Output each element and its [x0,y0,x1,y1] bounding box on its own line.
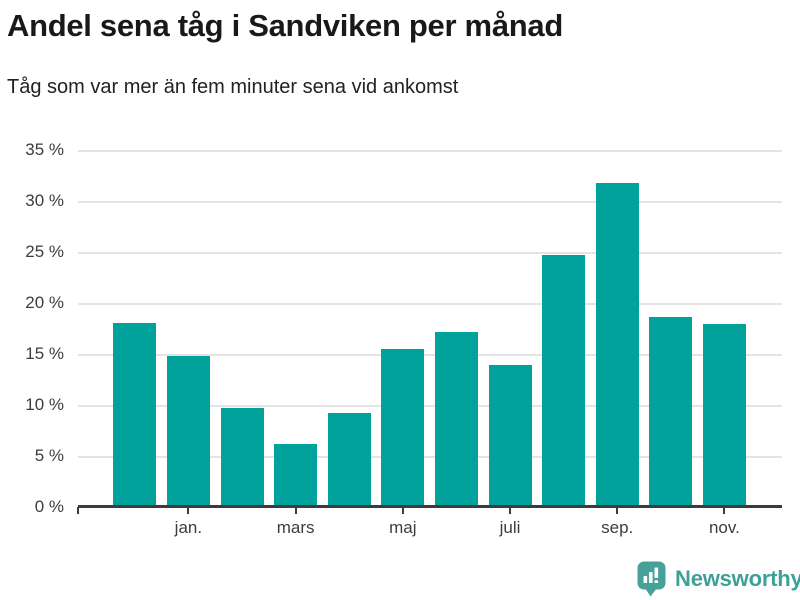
newsworthy-logo-icon [637,561,666,597]
x-tick-nov. [723,507,726,514]
plot-area: jan. mars maj juli sep. nov. [77,150,782,537]
bar-dec. [113,323,157,507]
y-axis-label-0: 0 % [34,497,64,516]
gridline-35 [78,150,782,152]
y-axis-label-15: 15 % [25,344,64,363]
bar-apr. [327,413,371,507]
x-axis-line [78,505,782,508]
bar-aug. [542,255,586,507]
bar-maj [381,348,425,507]
bar-okt. [649,317,693,507]
x-axis-label-mars: mars [276,518,315,537]
axis-origin-tick [77,507,79,514]
bar-juni [434,331,478,507]
x-tick-mars [294,507,297,514]
bar-juli [488,365,532,507]
newsworthy-logo-text: Newsworthy [675,565,800,591]
gridline-30 [78,201,782,203]
x-axis-label-juli: juli [499,518,521,537]
y-axis-label-20: 20 % [25,293,64,312]
x-axis-label-jan.: jan. [174,518,203,537]
y-axis-label-10: 10 % [25,395,64,414]
chart-subtitle: Tåg som var mer än fem minuter sena vid … [7,76,459,98]
y-axis-label-30: 30 % [25,191,64,210]
x-axis-label-sep.: sep. [601,518,634,537]
gridline-15 [78,354,782,356]
x-tick-juli [509,507,511,514]
y-axis-label-25: 25 % [25,242,64,261]
y-axis-label-5: 5 % [34,446,64,465]
newsworthy-logo[interactable]: Newsworthy [636,560,800,597]
gridline-5 [78,456,782,458]
gridline-10 [78,405,782,407]
chart-title: Andel sena tåg i Sandviken per månad [7,8,563,43]
bar-jan. [166,356,210,507]
bar-feb. [220,408,264,507]
x-axis-label-nov.: nov. [708,518,740,537]
bar-sep. [595,182,639,507]
gridline-25 [78,252,782,254]
y-axis-label-35: 35 % [25,140,64,159]
bar-mars [274,443,318,507]
gridline-20 [78,303,782,305]
bar-nov. [702,324,746,507]
x-tick-jan. [187,507,190,514]
x-axis-label-maj: maj [389,518,417,537]
x-tick-maj [401,507,404,514]
x-tick-sep. [616,507,619,514]
